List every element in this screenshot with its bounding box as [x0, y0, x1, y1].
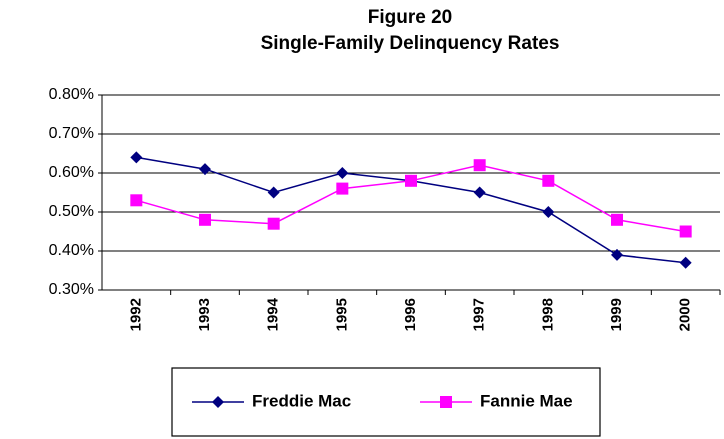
x-tick-label: 2000	[677, 298, 694, 331]
chart-title: Figure 20	[368, 7, 452, 28]
data-point	[679, 256, 692, 269]
data-point	[336, 167, 349, 179]
legend-box	[171, 367, 601, 437]
data-point	[405, 174, 417, 187]
x-tick-label: 1999	[608, 298, 625, 331]
x-tick-label: 1996	[402, 298, 419, 331]
data-point	[199, 213, 211, 226]
data-point	[611, 248, 623, 261]
x-tick-label: 1994	[265, 297, 282, 331]
y-tick-label: 0.60%	[49, 164, 94, 181]
data-point	[611, 213, 623, 226]
data-point	[473, 159, 486, 172]
x-tick-label: 1992	[127, 298, 144, 331]
y-tick-label: 0.80%	[49, 86, 94, 103]
y-tick-label: 0.40%	[49, 242, 94, 259]
y-tick-label: 0.30%	[49, 281, 94, 298]
data-point	[267, 217, 280, 230]
data-point	[130, 194, 143, 207]
data-point	[542, 174, 555, 187]
data-point	[130, 151, 143, 164]
data-point	[542, 206, 555, 218]
data-point	[679, 225, 692, 238]
chart-subtitle: Single-Family Delinquency Rates	[261, 33, 560, 54]
x-tick-label: 1998	[539, 298, 556, 331]
x-tick-label: 1993	[196, 298, 213, 331]
data-point	[267, 186, 280, 199]
legend-marker	[212, 396, 224, 408]
x-tick-label: 1997	[471, 298, 488, 331]
legend-label: Freddie Mac	[252, 391, 351, 410]
data-point	[473, 186, 486, 199]
legend-label: Fannie Mae	[480, 391, 573, 410]
y-tick-label: 0.70%	[49, 125, 94, 142]
y-tick-label: 0.50%	[49, 203, 94, 220]
data-point	[336, 182, 349, 195]
data-point	[199, 163, 211, 176]
legend-marker	[440, 396, 452, 408]
x-tick-label: 1995	[333, 298, 350, 331]
